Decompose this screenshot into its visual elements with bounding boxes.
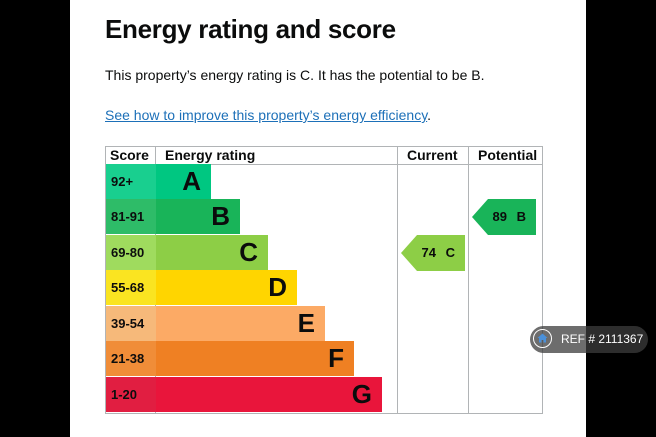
band-bar-d: D <box>156 270 297 305</box>
band-score-f: 21-38 <box>106 341 156 376</box>
epc-table <box>105 146 543 414</box>
reference-watermark: REF # 2111367 <box>530 326 648 353</box>
header-current: Current <box>407 147 458 163</box>
rating-summary: This property’s energy rating is C. It h… <box>105 67 485 83</box>
divider <box>468 146 469 414</box>
improve-link-line: See how to improve this property’s energ… <box>105 107 431 123</box>
band-bar-f: F <box>156 341 354 376</box>
band-score-e: 39-54 <box>106 306 156 341</box>
band-bar-e: E <box>156 306 325 341</box>
header-energy-rating: Energy rating <box>165 147 256 163</box>
band-bar-c: C <box>156 235 268 270</box>
divider <box>397 146 398 414</box>
header-score: Score <box>110 147 149 163</box>
band-score-c: 69-80 <box>106 235 156 270</box>
band-bar-a: A <box>156 164 211 199</box>
page-title: Energy rating and score <box>105 14 396 44</box>
band-bar-b: B <box>156 199 240 234</box>
band-score-g: 1-20 <box>106 377 156 412</box>
home-icon <box>533 329 552 348</box>
band-score-b: 81-91 <box>106 199 156 234</box>
band-bar-g: G <box>156 377 382 412</box>
header-divider <box>105 164 543 165</box>
band-score-a: 92+ <box>106 164 156 199</box>
link-suffix: . <box>427 107 432 123</box>
header-potential: Potential <box>478 147 538 163</box>
improve-energy-link[interactable]: See how to improve this property’s energ… <box>105 107 428 123</box>
band-score-d: 55-68 <box>106 270 156 305</box>
watermark-text: REF # 2111367 <box>561 332 644 346</box>
